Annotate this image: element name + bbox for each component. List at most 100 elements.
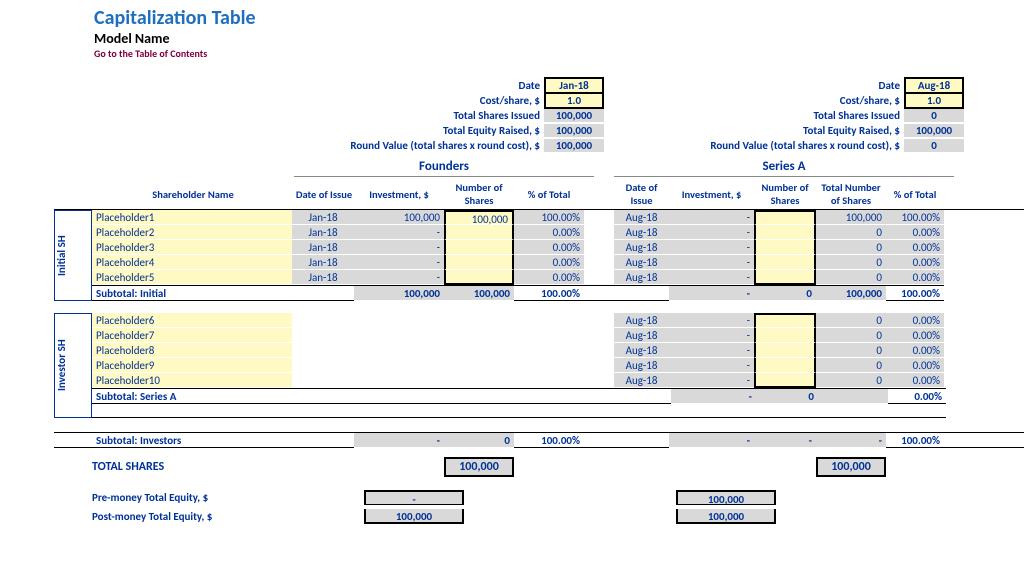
page-title: Capitalization Table xyxy=(94,6,1024,30)
cell-shares-a[interactable] xyxy=(754,225,816,240)
cell-shares[interactable] xyxy=(444,225,514,240)
label-equity: Total Equity Raised, $ xyxy=(443,124,544,137)
cell-investment-a: - xyxy=(669,373,754,388)
col-s-tot: Total Number of Shares xyxy=(816,181,886,207)
table-row: Placeholder7 Aug-18 - 0 0.00% xyxy=(92,328,946,343)
total-shares-label: TOTAL SHARES xyxy=(92,460,294,474)
col-s-sh: Number of Shares xyxy=(754,181,816,207)
cell-shares-a[interactable] xyxy=(754,328,816,343)
founders-shares: 100,000 xyxy=(544,109,604,122)
label-round-a: Round Value (total shares x round cost),… xyxy=(710,139,904,152)
cell-shares[interactable] xyxy=(444,240,514,255)
shareholder-name[interactable]: Placeholder7 xyxy=(92,328,292,343)
cell-shares-a[interactable] xyxy=(754,210,816,225)
founders-equity: 100,000 xyxy=(544,124,604,137)
shareholder-name[interactable]: Placeholder2 xyxy=(92,225,292,240)
cell-pct-a: 0.00% xyxy=(886,240,944,255)
cell-shares[interactable]: 100,000 xyxy=(444,210,514,225)
col-f-date: Date of Issue xyxy=(294,181,354,207)
cell-investment-a: - xyxy=(669,210,754,225)
cell-total-shares-a: 0 xyxy=(816,358,886,373)
cell-total-shares-a: 0 xyxy=(816,328,886,343)
label-shares: Total Shares Issued xyxy=(453,109,544,122)
label-shares-a: Total Shares Issued xyxy=(813,109,904,122)
cell-pct-a: 0.00% xyxy=(886,225,944,240)
cell-investment-a: - xyxy=(669,358,754,373)
subtotal-investors-label: Subtotal: Investors xyxy=(92,433,294,448)
cell-investment-a: - xyxy=(669,270,754,285)
cell-shares-a[interactable] xyxy=(754,270,816,285)
shareholder-name[interactable]: Placeholder9 xyxy=(92,358,292,373)
cell-date: Jan-18 xyxy=(292,240,354,255)
shareholder-name[interactable]: Placeholder4 xyxy=(92,255,292,270)
cell-investment-a: - xyxy=(669,343,754,358)
label-date-a: Date xyxy=(879,79,904,92)
table-row: Placeholder9 Aug-18 - 0 0.00% xyxy=(92,358,946,373)
seriesa-roundval: 0 xyxy=(904,139,964,152)
col-shareholder: Shareholder Name xyxy=(92,181,294,207)
cell-investment: 100,000 xyxy=(354,210,444,225)
cell-investment: - xyxy=(354,240,444,255)
seriesa-shares: 0 xyxy=(904,109,964,122)
cell-investment-a: - xyxy=(669,255,754,270)
cell-shares-a[interactable] xyxy=(754,255,816,270)
cell-total-shares-a: 0 xyxy=(816,225,886,240)
cell-pct-a: 100.00% xyxy=(886,210,944,225)
founders-roundval: 100,000 xyxy=(544,139,604,152)
cell-total-shares-a: 0 xyxy=(816,255,886,270)
cell-shares-a[interactable] xyxy=(754,373,816,388)
subtotal-initial: Subtotal: Initial 100,000 100,000 100.00… xyxy=(92,285,944,301)
post-money-seriesa: 100,000 xyxy=(676,509,776,524)
cell-total-shares-a: 0 xyxy=(816,270,886,285)
shareholder-name[interactable]: Placeholder8 xyxy=(92,343,292,358)
pre-money-founders: - xyxy=(364,490,464,505)
seriesa-cost[interactable]: 1.0 xyxy=(904,92,964,109)
subtot-inv-f-inv: - xyxy=(354,433,444,448)
cell-total-shares-a: 0 xyxy=(816,313,886,328)
cell-pct: 0.00% xyxy=(514,255,584,270)
shareholder-name[interactable]: Placeholder3 xyxy=(92,240,292,255)
cell-shares[interactable] xyxy=(444,270,514,285)
cell-pct-a: 0.00% xyxy=(886,270,944,285)
shareholder-name[interactable]: Placeholder1 xyxy=(92,210,292,225)
cell-total-shares-a: 0 xyxy=(816,373,886,388)
cell-date: Jan-18 xyxy=(292,225,354,240)
founders-cost[interactable]: 1.0 xyxy=(544,92,604,109)
cell-pct: 0.00% xyxy=(514,225,584,240)
post-money-label: Post-money Total Equity, $ xyxy=(92,510,344,523)
table-row: Placeholder5 Jan-18 - 0.00% Aug-18 - 0 0… xyxy=(92,270,944,285)
cell-investment: - xyxy=(354,255,444,270)
subtot-inv-s-inv: - xyxy=(669,433,754,448)
cell-pct: 0.00% xyxy=(514,270,584,285)
cell-shares[interactable] xyxy=(444,255,514,270)
table-row: Placeholder10 Aug-18 - 0 0.00% xyxy=(92,373,946,388)
cell-shares-a[interactable] xyxy=(754,313,816,328)
shareholder-name[interactable]: Placeholder10 xyxy=(92,373,292,388)
cell-shares-a[interactable] xyxy=(754,343,816,358)
shareholder-name[interactable]: Placeholder5 xyxy=(92,270,292,285)
pre-money-seriesa: 100,000 xyxy=(676,490,776,505)
cell-date-a: Aug-18 xyxy=(614,255,669,270)
col-f-sh: Number of Shares xyxy=(444,181,514,207)
table-row: Placeholder6 Aug-18 - 0 0.00% xyxy=(92,313,946,328)
cell-date-a: Aug-18 xyxy=(614,373,669,388)
label-cost: Cost/share, $ xyxy=(480,94,544,107)
shareholder-name[interactable]: Placeholder6 xyxy=(92,313,292,328)
cell-pct-a: 0.00% xyxy=(886,328,944,343)
col-f-pct: % of Total xyxy=(514,181,584,207)
cell-shares-a[interactable] xyxy=(754,358,816,373)
cell-investment-a: - xyxy=(669,313,754,328)
seriesa-title: Series A xyxy=(614,159,954,177)
cell-shares-a[interactable] xyxy=(754,240,816,255)
cell-investment-a: - xyxy=(669,225,754,240)
toc-link[interactable]: Go to the Table of Contents xyxy=(94,47,1024,60)
cell-pct-a: 0.00% xyxy=(886,255,944,270)
initial-sh-label: Initial SH xyxy=(54,210,92,301)
table-row: Placeholder1 Jan-18 100,000 100,000 100.… xyxy=(92,210,944,225)
cell-date: Jan-18 xyxy=(292,210,354,225)
cell-investment-a: - xyxy=(669,328,754,343)
pre-money-label: Pre-money Total Equity, $ xyxy=(92,491,344,504)
table-row: Placeholder2 Jan-18 - 0.00% Aug-18 - 0 0… xyxy=(92,225,944,240)
subtotal-seriesa: Subtotal: Series A - 0 0.00% xyxy=(92,388,946,404)
cell-total-shares-a: 100,000 xyxy=(816,210,886,225)
